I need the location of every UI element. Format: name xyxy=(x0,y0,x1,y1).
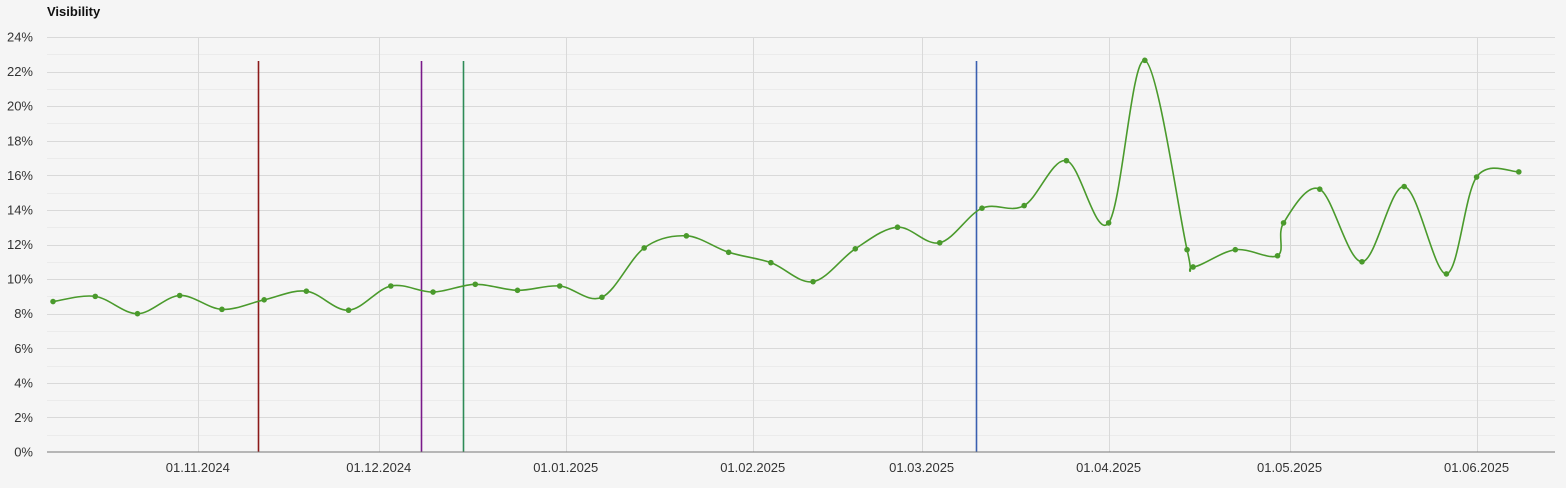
data-point xyxy=(1105,220,1112,226)
y-tick-label: 18% xyxy=(7,133,33,148)
data-point xyxy=(979,205,985,211)
data-point xyxy=(641,245,647,251)
y-tick-label: 0% xyxy=(14,445,33,460)
data-point xyxy=(1280,220,1287,226)
data-point xyxy=(1473,174,1480,180)
y-tick-label: 2% xyxy=(14,410,33,425)
y-axis-ticks: 0% 2% 4% 6% 8% 10% 12% 14% 16% 18% 20% 22% 24% xyxy=(7,30,33,460)
data-point xyxy=(92,293,99,300)
data-point xyxy=(1190,264,1196,270)
data-point xyxy=(556,283,563,289)
data-point xyxy=(303,288,310,294)
x-tick-label: 01.01.2025 xyxy=(533,460,598,475)
minor-gridlines xyxy=(47,54,1555,436)
data-point xyxy=(430,289,436,295)
y-tick-label: 12% xyxy=(7,237,33,252)
y-tick-label: 20% xyxy=(7,99,33,114)
data-point xyxy=(1184,246,1190,253)
data-point xyxy=(1401,183,1407,190)
data-point xyxy=(1359,258,1365,265)
y-tick-label: 10% xyxy=(7,272,33,287)
data-point xyxy=(1443,271,1450,277)
data-point xyxy=(1274,252,1281,259)
x-tick-label: 01.06.2025 xyxy=(1444,460,1509,475)
vertical-gridlines xyxy=(198,37,1478,452)
data-point xyxy=(261,297,267,303)
data-point xyxy=(345,307,352,314)
y-tick-label: 14% xyxy=(7,202,33,217)
x-tick-label: 01.04.2025 xyxy=(1076,460,1141,475)
data-point xyxy=(514,287,521,294)
x-tick-label: 01.12.2024 xyxy=(346,460,411,475)
data-point xyxy=(894,224,901,231)
x-axis-ticks: 01.11.2024 01.12.2024 01.01.2025 01.02.2025… xyxy=(166,460,1509,475)
x-tick-label: 01.11.2024 xyxy=(166,460,230,475)
data-point xyxy=(50,298,56,305)
data-point xyxy=(810,278,816,285)
y-tick-label: 16% xyxy=(7,168,33,183)
event-lines xyxy=(257,61,978,452)
data-point xyxy=(599,294,605,301)
data-point xyxy=(472,281,479,288)
data-point xyxy=(1232,246,1239,253)
x-tick-label: 01.03.2025 xyxy=(889,460,954,475)
data-point xyxy=(1021,202,1027,209)
plot-background xyxy=(47,37,1555,452)
data-point xyxy=(388,283,394,289)
x-tick-label: 01.02.2025 xyxy=(720,460,785,475)
data-point xyxy=(1063,157,1070,164)
data-points xyxy=(50,57,1522,317)
y-tick-label: 24% xyxy=(7,30,33,45)
y-tick-label: 22% xyxy=(7,64,33,79)
chart-title: Visibility xyxy=(47,4,101,19)
y-tick-label: 4% xyxy=(14,375,33,390)
x-tick-label: 01.05.2025 xyxy=(1257,460,1322,475)
data-point xyxy=(1316,186,1323,192)
data-point xyxy=(1142,57,1148,64)
data-point xyxy=(683,233,690,239)
data-point xyxy=(176,292,183,299)
data-point xyxy=(852,246,859,252)
data-point xyxy=(134,310,141,317)
data-point xyxy=(725,249,732,256)
data-point xyxy=(219,306,225,313)
y-tick-label: 8% xyxy=(14,306,33,321)
y-tick-label: 6% xyxy=(14,341,33,356)
data-point xyxy=(936,239,943,246)
data-point xyxy=(1516,169,1522,175)
data-point xyxy=(768,259,774,266)
